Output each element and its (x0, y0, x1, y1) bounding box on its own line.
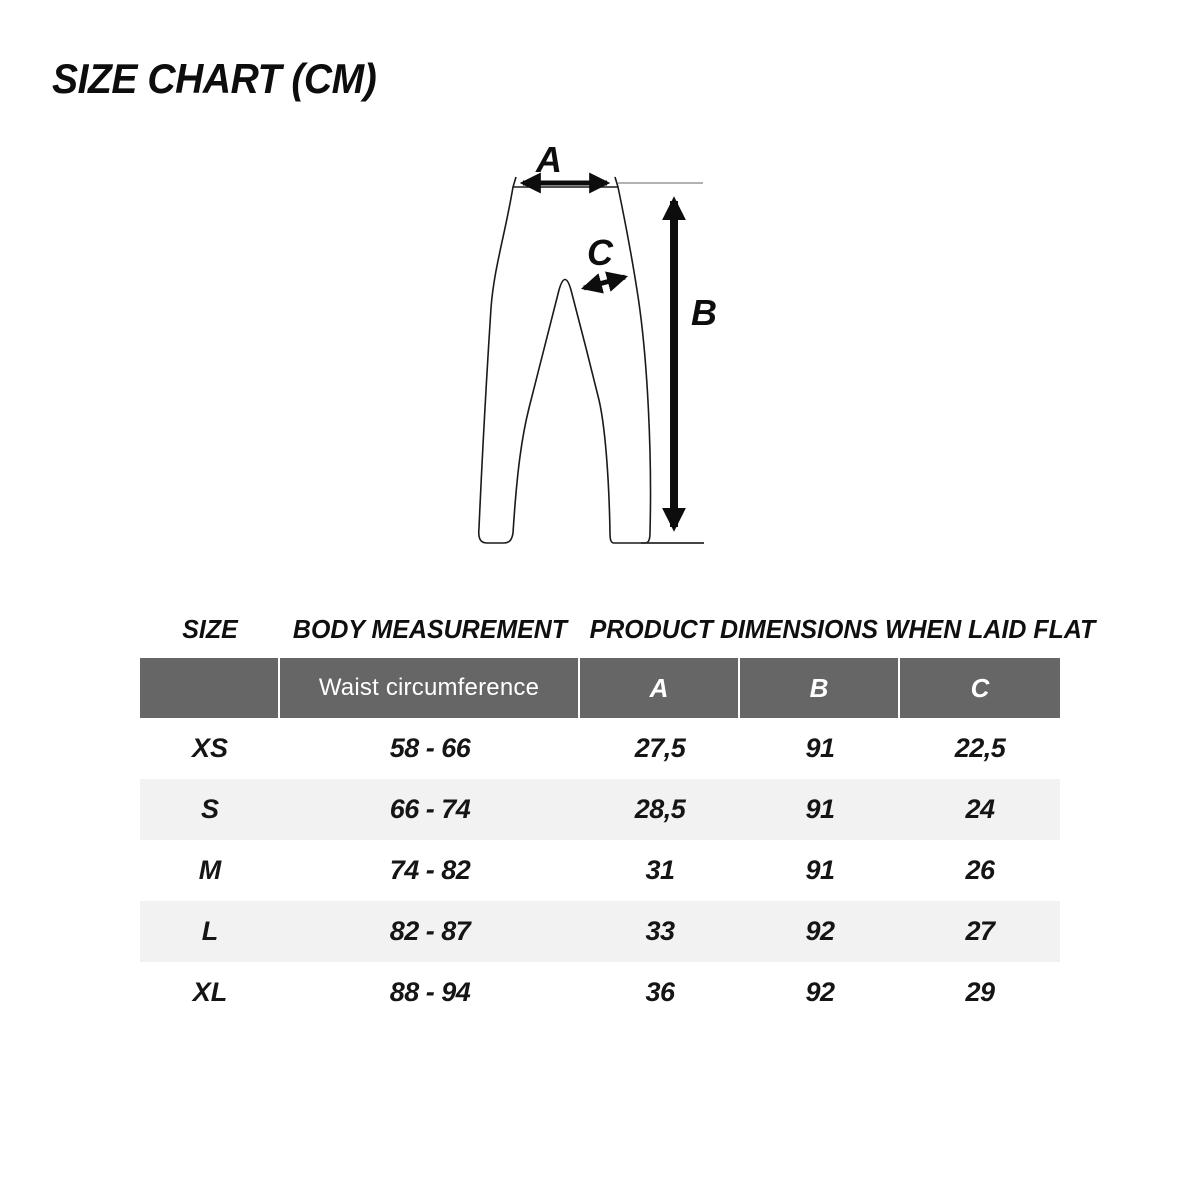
header-cell-c: C (900, 658, 1060, 718)
group-header-body-measurement: BODY MEASUREMENT (292, 613, 568, 644)
group-header-size: SIZE (182, 613, 238, 644)
header-cell-b: B (740, 658, 900, 718)
dimension-c: 27 (900, 901, 1060, 962)
pants-outline (477, 176, 652, 544)
crotch-arrow-c (580, 271, 629, 294)
dimension-b: 92 (740, 901, 900, 962)
dimension-b: 91 (740, 718, 900, 779)
diagram-label-c: C (587, 232, 614, 273)
waist-range: 88 - 94 (280, 962, 580, 1023)
table-header-row: Waist circumference A B C (140, 658, 1060, 718)
group-header-product-dimensions: PRODUCT DIMENSIONS WHEN LAID FLAT (589, 613, 1096, 644)
page-title: SIZE CHART (CM) (52, 55, 377, 102)
pants-measurement-diagram: A B C (477, 139, 717, 544)
waist-range: 82 - 87 (280, 901, 580, 962)
dimension-b: 91 (740, 840, 900, 901)
dimension-a: 33 (580, 901, 740, 962)
waist-range: 66 - 74 (280, 779, 580, 840)
size-label: XS (140, 718, 280, 779)
table-row-xs: XS 58 - 66 27,5 91 22,5 (140, 718, 1060, 779)
size-label: XL (140, 962, 280, 1023)
header-cell-a: A (580, 658, 740, 718)
table-row-m: M 74 - 82 31 91 26 (140, 840, 1060, 901)
dimension-a: 28,5 (580, 779, 740, 840)
dimension-b: 92 (740, 962, 900, 1023)
waist-range: 74 - 82 (280, 840, 580, 901)
size-label: L (140, 901, 280, 962)
table-row-s: S 66 - 74 28,5 91 24 (140, 779, 1060, 840)
diagram-label-b: B (691, 292, 717, 333)
size-label: M (140, 840, 280, 901)
dimension-b: 91 (740, 779, 900, 840)
waist-range: 58 - 66 (280, 718, 580, 779)
header-cell-waist: Waist circumference (280, 658, 580, 718)
dimension-a: 31 (580, 840, 740, 901)
dimension-c: 26 (900, 840, 1060, 901)
table-row-xl: XL 88 - 94 36 92 29 (140, 962, 1060, 1023)
dimension-c: 24 (900, 779, 1060, 840)
header-cell-size-blank (140, 658, 280, 718)
dimension-a: 27,5 (580, 718, 740, 779)
dimension-c: 22,5 (900, 718, 1060, 779)
size-label: S (140, 779, 280, 840)
table-group-headers: SIZE BODY MEASUREMENT PRODUCT DIMENSIONS… (140, 606, 1096, 652)
dimension-a: 36 (580, 962, 740, 1023)
table-row-l: L 82 - 87 33 92 27 (140, 901, 1060, 962)
dimension-c: 29 (900, 962, 1060, 1023)
size-table: Waist circumference A B C XS 58 - 66 27,… (140, 658, 1060, 1023)
diagram-label-a: A (535, 139, 562, 180)
